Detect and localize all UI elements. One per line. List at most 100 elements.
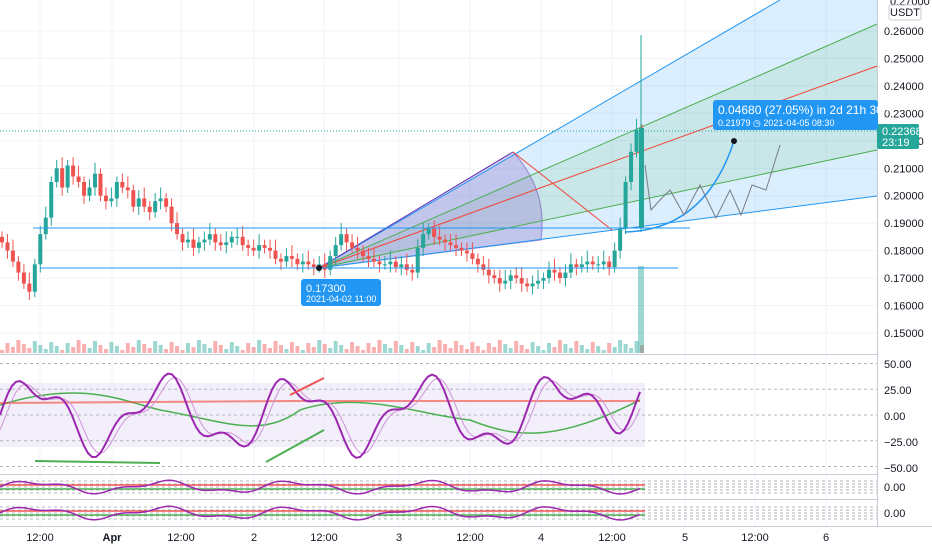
- volume-bar: [10, 347, 15, 353]
- candle-body: [361, 250, 366, 257]
- volume-bar: [464, 349, 469, 353]
- price-tick-label: 0.18000: [884, 246, 924, 258]
- currency-badge[interactable]: [888, 4, 922, 21]
- candle-body: [596, 264, 601, 266]
- candle-body: [65, 165, 70, 188]
- candle-body: [180, 234, 185, 243]
- price-axis[interactable]: [877, 0, 932, 526]
- volume-bar: [377, 340, 382, 353]
- time-tick-label: 12:00: [741, 532, 769, 544]
- candle-body: [563, 272, 568, 279]
- candle-body: [541, 278, 546, 281]
- candle-body: [5, 242, 10, 251]
- low-price-label: 0.17300: [306, 283, 346, 295]
- volume-bar: [82, 344, 87, 353]
- candle-body: [92, 173, 97, 188]
- volume-bar: [590, 342, 595, 353]
- ma-line: [0, 392, 641, 434]
- time-tick-label: 12:00: [167, 532, 195, 544]
- volume-bar: [92, 341, 97, 353]
- candle-body: [481, 264, 486, 270]
- candle-body: [525, 283, 530, 287]
- measure-callout[interactable]: 0.04680 (27.05%) in 2d 21h 30m 0.21979 ◷…: [713, 100, 893, 144]
- candle-body: [350, 242, 355, 248]
- volume-bar: [470, 342, 475, 353]
- low-price-callout[interactable]: 0.17300 2021-04-02 11:00: [301, 265, 381, 306]
- volume-bar: [322, 344, 327, 353]
- candle-body: [399, 264, 404, 268]
- candle-body: [191, 239, 196, 248]
- candle-body: [262, 245, 267, 248]
- volume-bar: [508, 348, 513, 353]
- fan-projection[interactable]: [318, 0, 878, 269]
- volume-bar: [585, 349, 590, 353]
- volume-bar: [131, 347, 136, 353]
- volume-bar: [0, 350, 4, 353]
- volume-bar: [268, 348, 273, 353]
- candle-body: [235, 236, 240, 238]
- volume-bar: [557, 340, 562, 353]
- price-tick-label: 0.20000: [884, 191, 924, 203]
- volume-bar: [552, 347, 557, 353]
- volume-bar: [158, 345, 163, 353]
- volume-bar: [136, 340, 141, 353]
- drawings-layer[interactable]: [0, 130, 877, 269]
- volume-bar: [574, 341, 579, 353]
- divergence-line: [34, 460, 161, 464]
- measure-change-label: 0.04680 (27.05%) in 2d 21h 30m: [718, 103, 893, 117]
- volume-bar: [492, 347, 497, 353]
- candle-body: [49, 181, 54, 218]
- candle-body: [421, 234, 426, 248]
- candle-body: [295, 258, 300, 265]
- time-tick-label: 5: [682, 532, 688, 544]
- wt-line: [0, 372, 641, 459]
- volume-bar: [246, 343, 251, 353]
- volume-bar: [311, 347, 316, 353]
- measure-target-point[interactable]: [731, 138, 737, 144]
- candle-body: [607, 261, 612, 268]
- candle-body: [355, 247, 360, 251]
- candle-body: [251, 247, 256, 251]
- osc-tick-label: −25.00: [884, 437, 918, 449]
- candle-body: [10, 250, 15, 262]
- time-tick-label: 3: [396, 532, 402, 544]
- volume-bar: [350, 342, 355, 353]
- volume-bar: [49, 342, 54, 353]
- volume-bar: [147, 348, 152, 353]
- volume-bar: [125, 343, 130, 353]
- candle-body: [109, 198, 114, 202]
- volume-bar: [601, 350, 606, 353]
- candle-body: [508, 275, 513, 281]
- candle-body: [43, 217, 48, 235]
- forecast-path: [644, 144, 781, 220]
- volume-bar: [43, 349, 48, 353]
- candle-body: [38, 234, 43, 265]
- osc-tick-label: −50.00: [884, 463, 918, 475]
- candle-body: [76, 176, 81, 182]
- candle-body: [333, 245, 338, 257]
- price-tick-label: 0.16000: [884, 301, 924, 313]
- volume-bar: [218, 345, 223, 353]
- volume-bar: [142, 344, 147, 353]
- oscillator-panes[interactable]: [0, 363, 877, 521]
- volume-bar: [475, 346, 480, 353]
- volume-bar: [541, 350, 546, 353]
- candle-body: [475, 258, 480, 265]
- volume-bar: [114, 346, 119, 353]
- price-tick-label: 0.19000: [884, 218, 924, 230]
- candle-body: [289, 256, 294, 259]
- volume-bar: [355, 346, 360, 353]
- volume-bar: [547, 343, 552, 353]
- pivot-low-point[interactable]: [316, 265, 322, 271]
- candle-body: [344, 234, 349, 243]
- candle-body: [623, 181, 628, 229]
- volume-bar: [525, 349, 530, 353]
- candlestick-series[interactable]: [0, 35, 644, 301]
- candle-body: [552, 269, 557, 273]
- volume-bar: [634, 341, 639, 353]
- volume-bar: [191, 347, 196, 353]
- candle-body: [0, 236, 4, 243]
- candle-body: [443, 239, 448, 243]
- time-axis[interactable]: 12:00 Apr 12:00 2 12:00 3 12:00 4 12:00 5 12:00 6: [26, 532, 829, 544]
